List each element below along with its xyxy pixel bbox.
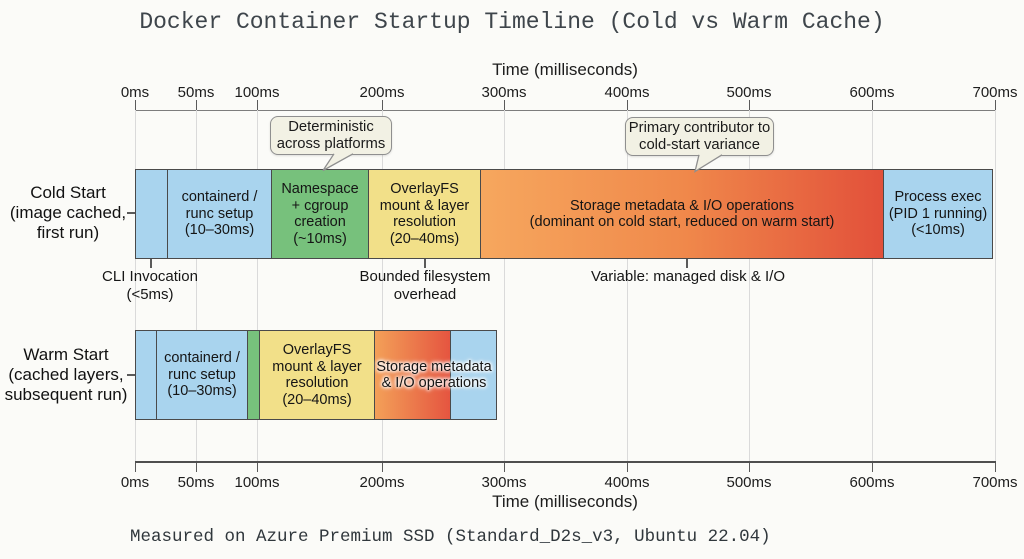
bottom-tick-500ms [749, 463, 751, 472]
bottom-tick-0ms [135, 463, 137, 472]
top-tick-700ms [995, 100, 997, 110]
top-tick-100ms [257, 100, 259, 110]
bottom-tick-label-100ms: 100ms [234, 474, 280, 491]
gridline-0ms [135, 110, 136, 462]
warm-storage-io-label: Storage metadata & I/O operations [376, 358, 492, 392]
callout-primary-contributor: Primary contributor to cold-start varian… [625, 117, 774, 156]
gridline-100ms [257, 110, 258, 462]
bottom-tick-label-0ms: 0ms [120, 474, 150, 491]
measurement-note: Measured on Azure Premium SSD (Standard_… [130, 527, 771, 547]
top-tick-400ms [627, 100, 629, 110]
gridline-200ms [382, 110, 383, 462]
top-axis-line [135, 110, 996, 112]
cold-segment-cli-invocation [136, 170, 168, 258]
annotation-variable-disk-io: Variable: managed disk & I/O [591, 268, 785, 285]
top-tick-label-700ms: 700ms [972, 84, 1018, 101]
bottom-tick-label-300ms: 300ms [481, 474, 527, 491]
warm-segment-containerd-runc: containerd / runc setup (10–30ms) [157, 331, 248, 419]
cold-segment-storage-io: Storage metadata & I/O operations (domin… [481, 170, 884, 258]
annotation-tick-variable [686, 259, 688, 268]
top-tick-600ms [872, 100, 874, 110]
bottom-tick-label-700ms: 700ms [972, 474, 1018, 491]
top-tick-label-0ms: 0ms [120, 84, 150, 101]
warm-segment-process-exec [451, 331, 496, 419]
bottom-tick-300ms [504, 463, 506, 472]
chart-title: Docker Container Startup Timeline (Cold … [139, 9, 885, 35]
callout-deterministic: Deterministic across platforms [270, 116, 392, 155]
warm-segment-namespace-cgroup [248, 331, 260, 419]
top-tick-500ms [749, 100, 751, 110]
warm-start-bar: containerd / runc setup (10–30ms) Overla… [135, 330, 497, 420]
top-tick-0ms [135, 100, 137, 110]
bottom-tick-600ms [872, 463, 874, 472]
warm-segment-cli-invocation [136, 331, 157, 419]
warm-segment-overlayfs: OverlayFS mount & layer resolution (20–4… [260, 331, 375, 419]
top-tick-label-400ms: 400ms [604, 84, 650, 101]
cold-segment-overlayfs: OverlayFS mount & layer resolution (20–4… [369, 170, 481, 258]
cold-segment-containerd-runc: containerd / runc setup (10–30ms) [168, 170, 272, 258]
bottom-tick-label-600ms: 600ms [849, 474, 895, 491]
top-tick-label-200ms: 200ms [359, 84, 405, 101]
warm-row-ytick [127, 374, 135, 376]
warm-row-label: Warm Start (cached layers, subsequent ru… [4, 345, 128, 404]
cold-segment-namespace-cgroup: Namespace + cgroup creation (~10ms) [272, 170, 369, 258]
top-tick-300ms [504, 100, 506, 110]
gridline-400ms [627, 110, 628, 462]
top-tick-label-100ms: 100ms [234, 84, 280, 101]
bottom-tick-50ms [196, 463, 198, 472]
cold-row-ytick [127, 212, 135, 214]
annotation-cli-invocation: CLI Invocation (<5ms) [102, 268, 198, 303]
gridline-50ms [196, 110, 197, 462]
bottom-tick-label-500ms: 500ms [726, 474, 772, 491]
top-tick-label-50ms: 50ms [177, 84, 215, 101]
annotation-tick-cli [150, 259, 152, 268]
top-tick-label-600ms: 600ms [849, 84, 895, 101]
gridline-600ms [872, 110, 873, 462]
cold-row-label: Cold Start (image cached, first run) [9, 183, 127, 242]
bottom-axis-title: Time (milliseconds) [492, 492, 638, 511]
cold-segment-process-exec: Process exec (PID 1 running) (<10ms) [884, 170, 992, 258]
annotation-bounded-filesystem: Bounded filesystem overhead [359, 268, 491, 303]
annotation-tick-bounded [424, 259, 426, 268]
top-tick-200ms [382, 100, 384, 110]
bottom-tick-100ms [257, 463, 259, 472]
warm-segment-storage-io: Storage metadata & I/O operations [375, 331, 492, 419]
gridline-700ms [995, 110, 996, 462]
bottom-tick-label-400ms: 400ms [604, 474, 650, 491]
gridline-500ms [749, 110, 750, 462]
bottom-tick-label-200ms: 200ms [359, 474, 405, 491]
bottom-axis-line [135, 461, 996, 463]
gridline-300ms [504, 110, 505, 462]
bottom-tick-400ms [627, 463, 629, 472]
bottom-tick-200ms [382, 463, 384, 472]
bottom-tick-700ms [995, 463, 997, 472]
top-tick-50ms [196, 100, 198, 110]
top-tick-label-300ms: 300ms [481, 84, 527, 101]
top-tick-label-500ms: 500ms [726, 84, 772, 101]
cold-start-bar: containerd / runc setup (10–30ms) Namesp… [135, 169, 993, 259]
callout-tail-deterministic-icon [322, 153, 354, 172]
bottom-tick-label-50ms: 50ms [177, 474, 215, 491]
top-axis-title: Time (milliseconds) [492, 60, 638, 79]
